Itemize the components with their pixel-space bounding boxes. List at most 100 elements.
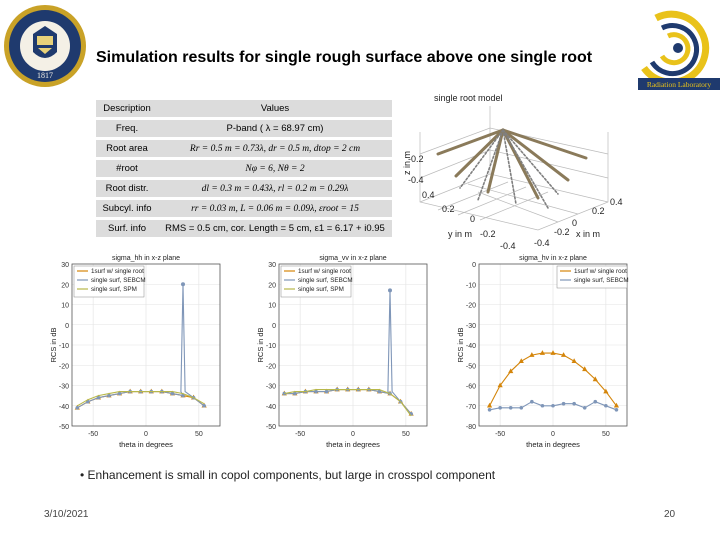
data-point <box>592 376 598 382</box>
chart-title: sigma_vv in x-z plane <box>319 255 386 262</box>
row-label: Root area <box>96 140 158 157</box>
y-tick-label: -30 <box>466 323 476 330</box>
table-row: Surf. info RMS = 0.5 cm, cor. Length = 5… <box>96 220 392 237</box>
legend-label: single surf, SEBCM <box>91 277 146 284</box>
parameter-table: Description Values Freq. P-band ( λ = 68… <box>96 97 392 240</box>
row-label: #root <box>96 160 158 177</box>
data-point <box>551 403 555 408</box>
chart-title: sigma_hh in x-z plane <box>112 255 180 262</box>
data-point <box>582 405 587 410</box>
row-value: rr = 0.03 m, L = 0.06 m = 0.09λ, εroot =… <box>158 200 392 217</box>
y-tick-label: -10 <box>59 343 69 350</box>
y-tick-label: 20 <box>61 282 69 289</box>
model-xtick: 0 <box>572 218 577 228</box>
data-point <box>75 405 80 410</box>
y-tick-label: -70 <box>466 404 476 411</box>
table-row: Root distr. dl = 0.3 m = 0.43λ, rl = 0.2… <box>96 180 392 197</box>
x-tick-label: 0 <box>351 431 355 438</box>
data-point <box>497 382 503 388</box>
data-point <box>508 405 513 410</box>
y-tick-label: -20 <box>266 363 276 370</box>
model-title: single root model <box>434 93 503 103</box>
y-tick-label: -60 <box>466 384 476 391</box>
header-values: Values <box>158 100 392 117</box>
y-axis-label: RCS in dB <box>256 327 265 362</box>
data-point <box>540 403 545 408</box>
data-point <box>107 393 111 398</box>
data-point <box>550 350 556 355</box>
model-ytick: 0.4 <box>422 190 435 200</box>
legend-box <box>556 265 628 289</box>
data-point <box>202 403 206 408</box>
data-point <box>518 358 524 363</box>
radiation-lab-logo: Radiation Laboratory <box>638 10 720 90</box>
legend-label: single surf, SEBCM <box>574 277 629 284</box>
model-ytick: 0 <box>470 214 475 224</box>
data-point <box>571 358 577 363</box>
y-tick-label: 0 <box>65 323 69 330</box>
table-row: Freq. P-band ( λ = 68.97 cm) <box>96 120 392 137</box>
model-ytick: 0.2 <box>442 204 455 214</box>
data-point <box>572 401 576 406</box>
row-label: Subcyl. info <box>96 200 158 217</box>
y-tick-label: -50 <box>466 363 476 370</box>
data-point <box>613 402 620 408</box>
plot-frame <box>71 263 221 427</box>
x-tick-label: -50 <box>88 431 98 438</box>
data-point <box>314 389 318 394</box>
row-label: Surf. info <box>96 220 158 237</box>
legend-label: 1surf w/ single root <box>574 268 627 275</box>
table-header-row: Description Values <box>96 100 392 117</box>
data-point <box>604 403 608 408</box>
row-value: P-band ( λ = 68.97 cm) <box>158 120 392 137</box>
series-line <box>284 389 412 417</box>
y-tick-label: -40 <box>466 343 476 350</box>
y-tick-label: -10 <box>266 343 276 350</box>
lab-name: Radiation Laboratory <box>647 80 712 89</box>
rcs-plot-hv: sigma_hv in x-z plane 0 -10 -20 -30 -40 -50 -60… <box>456 255 629 449</box>
row-value: Rr = 0.5 m = 0.73λ, dr = 0.5 m, dtop = 2… <box>158 140 392 157</box>
model-xtick: -0.4 <box>534 238 550 248</box>
row-value: dl = 0.3 m = 0.43λ, rl = 0.2 m = 0.29λ <box>158 180 392 197</box>
data-point <box>377 389 382 394</box>
legend-label: single surf, SEBCM <box>298 277 353 284</box>
y-tick-label: -40 <box>266 404 276 411</box>
data-point <box>96 395 101 400</box>
bullet-point: • Enhancement is small in copol componen… <box>80 468 496 482</box>
y-axis-label: RCS in dB <box>456 327 465 362</box>
table-row: #root Nφ = 6, Nθ = 2 <box>96 160 392 177</box>
x-tick-label: 50 <box>195 431 203 438</box>
model-ztick: -0.2 <box>408 154 424 164</box>
row-value: RMS = 0.5 cm, cor. Length = 5 cm, ε1 = 6… <box>158 220 392 237</box>
data-point <box>529 352 535 357</box>
page-number: 20 <box>664 509 676 520</box>
y-tick-label: -30 <box>266 384 276 391</box>
plot-frame <box>478 263 628 427</box>
legend-label: 1surf w/ single root <box>298 268 351 275</box>
series-line <box>77 391 205 407</box>
row-value: Nφ = 6, Nθ = 2 <box>158 160 392 177</box>
y-tick-label: -10 <box>466 282 476 289</box>
seal-year: 1817 <box>37 71 53 80</box>
y-tick-label: 30 <box>61 262 69 269</box>
data-point <box>530 399 534 404</box>
x-tick-label: 0 <box>551 431 555 438</box>
model-xtick: 0.4 <box>610 197 623 207</box>
row-label: Root distr. <box>96 180 158 197</box>
rcs-plot-hh: sigma_hh in x-z plane 30 20 10 0 -10 -20 -30 -40… <box>49 255 221 449</box>
y-tick-label: 30 <box>268 262 276 269</box>
y-tick-label: 10 <box>61 303 69 310</box>
model-xlabel: x in m <box>576 229 600 239</box>
data-point <box>561 401 566 406</box>
root-model-3d: single root model z in m -0.2 -0.4 0.4 0… <box>402 93 623 251</box>
model-ytick: -0.4 <box>500 241 516 251</box>
x-axis-label: theta in degrees <box>326 440 380 449</box>
x-tick-label: -50 <box>295 431 305 438</box>
plot-frame <box>278 263 428 427</box>
y-tick-label: -50 <box>266 424 276 431</box>
slide-date: 3/10/2021 <box>44 509 89 520</box>
data-point <box>593 399 598 404</box>
x-axis-label: theta in degrees <box>526 440 580 449</box>
data-point <box>282 391 287 396</box>
y-tick-label: -20 <box>466 303 476 310</box>
